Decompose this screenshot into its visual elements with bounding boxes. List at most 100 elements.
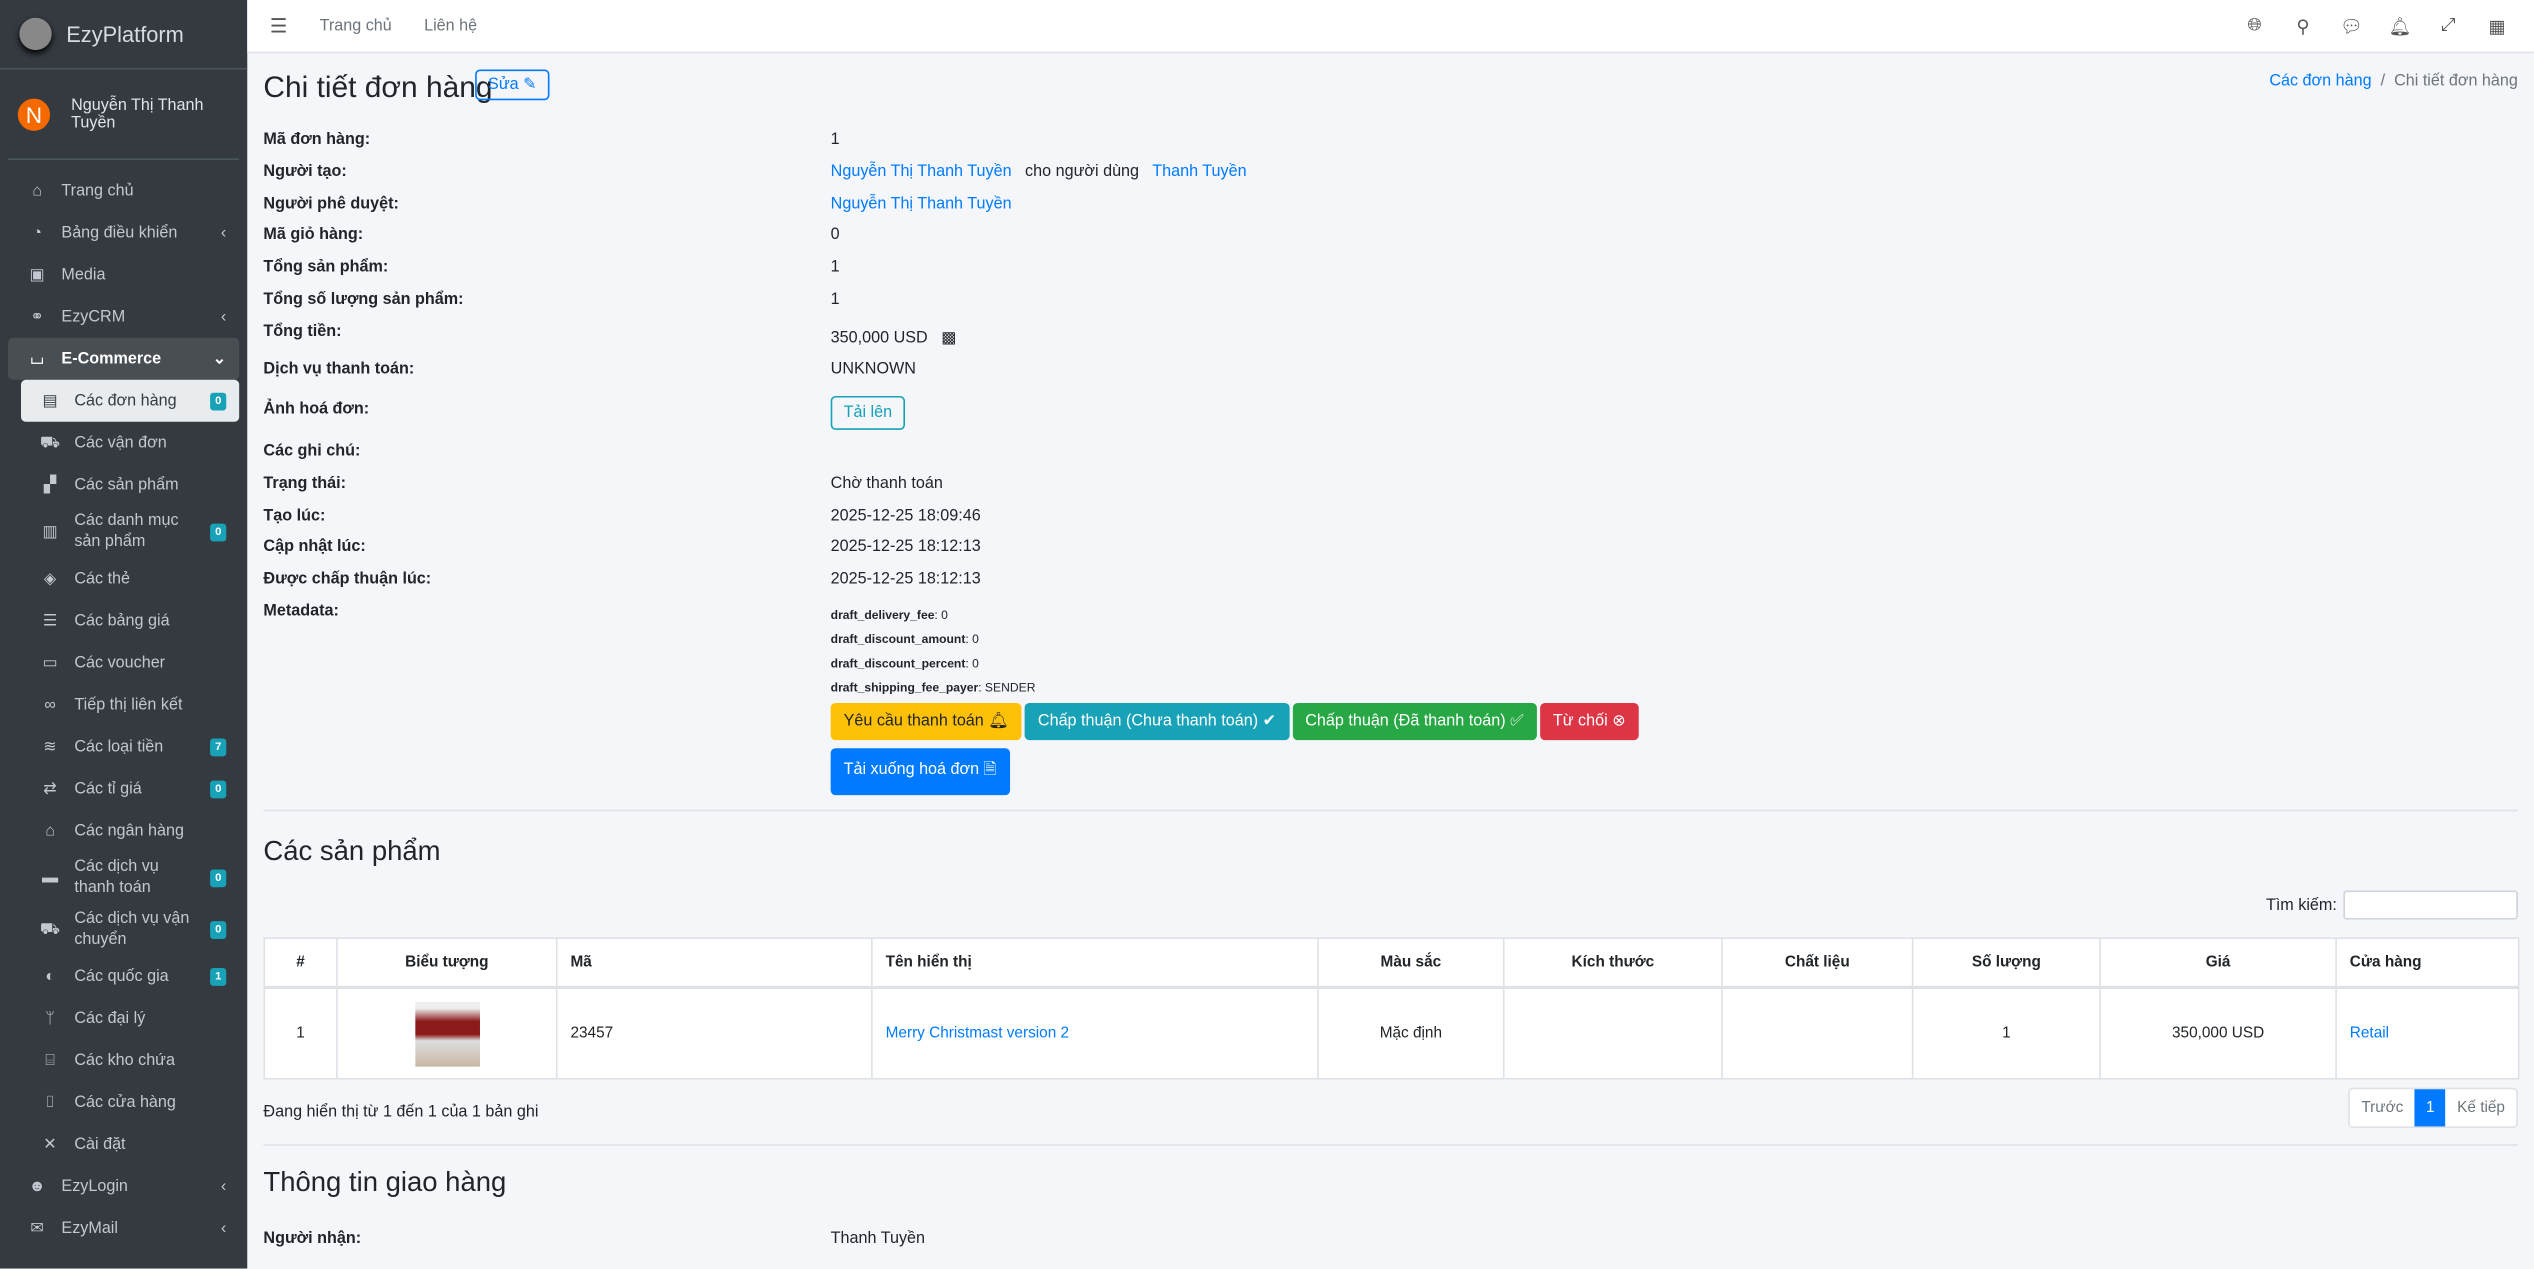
sidebar-item-label: Các ngân hàng	[74, 821, 184, 840]
sidebar-item-label: Các tỉ giá	[74, 779, 142, 798]
metadata-item: draft_discount_amount: 0	[830, 631, 979, 647]
col-index[interactable]: #	[263, 937, 338, 990]
sidebar-item-label: Các cửa hàng	[74, 1093, 176, 1112]
sidebar-item-15[interactable]: ⌂ Các ngân hàng	[21, 810, 239, 852]
sidebar-item-label: EzyMail	[61, 1219, 119, 1238]
sidebar-item-3[interactable]: ⚭ EzyCRM ‹	[8, 296, 239, 338]
expand-icon[interactable]: ⤢	[2441, 15, 2456, 35]
sidebar-item-5[interactable]: ▤ Các đơn hàng 0	[21, 379, 240, 422]
key: draft_discount_percent	[830, 656, 966, 671]
sidebar-item-label: Trang chủ	[61, 181, 134, 200]
product-thumbnail[interactable]	[414, 1001, 480, 1066]
key: draft_discount_amount	[830, 631, 966, 647]
sidebar-item-17[interactable]: ⛟ Các dịch vụ vận chuyển 0	[21, 903, 239, 955]
sidebar-item-14[interactable]: ⇄ Các tỉ giá 0	[21, 768, 239, 810]
store-link[interactable]: Retail	[2349, 1024, 2390, 1043]
col-price[interactable]: Giá	[2099, 937, 2337, 990]
cell-size	[1502, 986, 1723, 1080]
upload-button[interactable]: Tải lên	[830, 395, 906, 430]
sidebar-item-10[interactable]: ☰ Các bảng giá	[21, 600, 239, 642]
col-icon[interactable]: Biểu tượng	[336, 937, 558, 990]
image-icon: ▣	[29, 265, 45, 284]
search-icon[interactable]: ⚲	[2296, 16, 2310, 37]
approve-paid-button[interactable]: Chấp thuận (Đã thanh toán) ✅︎	[1292, 703, 1537, 741]
sidebar-item-24[interactable]: ✉ EzyMail ‹	[8, 1207, 239, 1249]
creator-link[interactable]: Nguyễn Thị Thanh Tuyền	[830, 163, 1012, 182]
sidebar-item-23[interactable]: ☻ EzyLogin ‹	[8, 1165, 239, 1207]
search-input[interactable]	[2343, 890, 2518, 920]
value: 0	[972, 656, 979, 671]
sidebar-item-21[interactable]: ⌷ Các cửa hàng	[21, 1081, 239, 1123]
approver-link[interactable]: Nguyễn Thị Thanh Tuyền	[830, 195, 1012, 214]
sidebar-item-label: Các đơn hàng	[74, 391, 177, 410]
request-payment-button[interactable]: Yêu cầu thanh toán 🔔︎	[830, 703, 1022, 741]
label: Tổng tiền:	[263, 323, 342, 341]
sidebar-item-1[interactable]: ◔ Bảng điều khiển ‹	[8, 212, 239, 254]
sidebar-item-11[interactable]: ▭ Các voucher	[21, 642, 239, 684]
sidebar-item-0[interactable]: ⌂ Trang chủ	[8, 170, 239, 212]
sidebar-item-22[interactable]: ✕ Cài đặt	[21, 1123, 239, 1165]
divider	[263, 809, 2518, 812]
edit-icon: ✎	[523, 75, 537, 94]
col-size[interactable]: Kích thước	[1502, 937, 1723, 990]
sidebar-item-4[interactable]: ⌴ E-Commerce ⌄	[8, 337, 240, 380]
menu-toggle-icon[interactable]: ☰	[269, 14, 288, 38]
metadata-item: draft_shipping_fee_payer: SENDER	[830, 680, 1036, 695]
col-material[interactable]: Chất liệu	[1721, 937, 1914, 990]
chevron-icon: ‹	[220, 1219, 227, 1238]
user-shield-icon: ☻	[28, 1177, 46, 1196]
products-table: # Biểu tượng Mã Tên hiển thị Màu sắc Kíc…	[263, 937, 2520, 1080]
col-name[interactable]: Tên hiển thị	[871, 937, 1319, 990]
qr-code-icon[interactable]: ▩	[941, 329, 957, 348]
col-store[interactable]: Cửa hàng	[2335, 937, 2520, 990]
reject-button[interactable]: Từ chối ⊗	[1539, 703, 1639, 741]
sidebar-item-7[interactable]: ▞ Các sản phẩm	[21, 464, 239, 506]
sidebar-item-2[interactable]: ▣ Media	[8, 254, 239, 296]
sidebar-item-20[interactable]: ⌸ Các kho chứa	[21, 1039, 239, 1081]
exchange-icon: ⇄	[43, 779, 57, 798]
check-icon: ✔	[1262, 712, 1277, 731]
sidebar-item-19[interactable]: ᛘ Các đại lý	[21, 997, 239, 1039]
topbar: ☰ Trang chủ Liên hệ 🌐︎ ⚲ 💬︎ 🔔︎ ⤢ ▦	[247, 0, 2534, 54]
sidebar-item-12[interactable]: ∞ Tiếp thị liên kết	[21, 684, 239, 726]
approve-unpaid-button[interactable]: Chấp thuận (Chưa thanh toán) ✔	[1024, 703, 1290, 741]
sidebar-item-16[interactable]: ▬ Các dịch vụ thanh toán 0	[21, 852, 239, 904]
topbar-link-contact[interactable]: Liên hệ	[424, 16, 478, 35]
prev-page-button[interactable]: Trước	[2361, 1098, 2404, 1117]
download-invoice-button[interactable]: Tải xuống hoá đơn 🗎	[830, 748, 1010, 796]
sidebar-item-18[interactable]: ◐ Các quốc gia 1	[21, 955, 239, 997]
col-color[interactable]: Màu sắc	[1317, 937, 1505, 990]
globe-icon[interactable]: 🌐︎	[2247, 15, 2262, 35]
bell-icon[interactable]: 🔔︎	[2388, 16, 2412, 37]
count-badge: 1	[210, 967, 227, 986]
table-info: Đang hiển thị từ 1 đến 1 của 1 bản ghi	[263, 1103, 539, 1122]
coins-icon: ≋	[43, 737, 57, 756]
sidebar-item-label: Các thẻ	[74, 569, 131, 588]
edit-button[interactable]: Sửa ✎	[475, 69, 550, 101]
col-quantity[interactable]: Số lượng	[1911, 937, 2101, 990]
product-link[interactable]: Merry Christmast version 2	[885, 1024, 1070, 1043]
col-code[interactable]: Mã	[555, 937, 873, 990]
label: Tạo lúc:	[263, 507, 326, 526]
sidebar-item-label: Các vận đơn	[74, 433, 167, 452]
sidebar-item-13[interactable]: ≋ Các loại tiền 7	[21, 726, 239, 768]
table-row: 1 23457 Merry Christmast version 2 Mặc đ…	[263, 986, 2520, 1080]
comments-icon[interactable]: 💬︎	[2340, 16, 2363, 37]
brand[interactable]: EzyPlatform	[0, 0, 248, 70]
sidebar-item-8[interactable]: ▥ Các danh mục sản phẩm 0	[21, 506, 239, 558]
user-panel[interactable]: N Nguyễn Thị Thanh Tuyền	[8, 69, 240, 160]
sidebar-item-9[interactable]: ◈ Các thẻ	[21, 558, 239, 600]
label: Được chấp thuận lúc:	[263, 570, 432, 589]
topbar-link-home[interactable]: Trang chủ	[319, 16, 392, 35]
link-icon: ∞	[44, 695, 56, 714]
next-page-button[interactable]: Kế tiếp	[2457, 1098, 2505, 1117]
grid-icon[interactable]: ▦	[2488, 16, 2506, 37]
count-badge: 0	[210, 920, 227, 939]
sidebar-item-6[interactable]: ⛟ Các vận đơn	[21, 422, 239, 464]
breadcrumb-orders[interactable]: Các đơn hàng	[2269, 72, 2372, 91]
for-user-link[interactable]: Thanh Tuyền	[1152, 163, 1247, 182]
page-1-button[interactable]: 1	[2414, 1089, 2446, 1127]
value: 2025-12-25 18:12:13	[830, 570, 981, 589]
dashboard-icon: ◔	[32, 223, 43, 242]
key: draft_delivery_fee	[830, 607, 935, 623]
